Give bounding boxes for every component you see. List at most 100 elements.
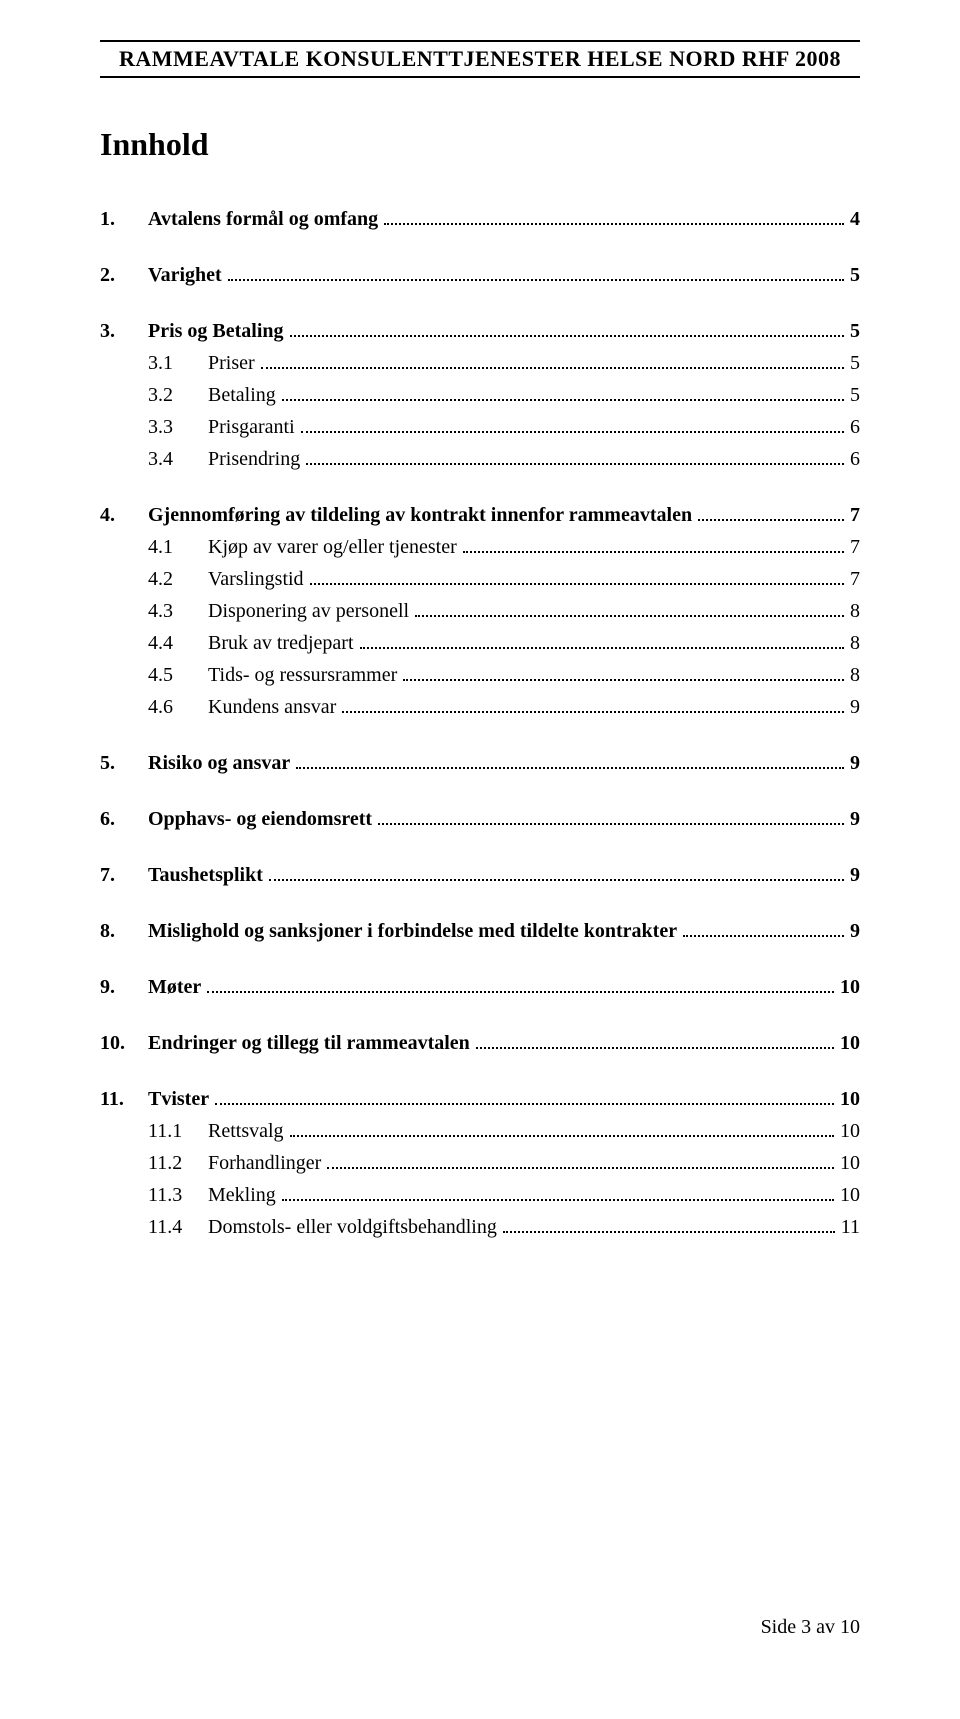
toc-entry-label: Tids- og ressursrammer: [208, 659, 397, 691]
toc-entry-number: 11.3: [148, 1179, 208, 1211]
toc-sub-row: 11.4Domstols- eller voldgiftsbehandling 1…: [100, 1211, 860, 1243]
toc-sub-row: 4.6Kundens ansvar 9: [100, 691, 860, 723]
toc-leader-dots: [301, 417, 844, 433]
toc-entry-label: Forhandlinger: [208, 1147, 321, 1179]
toc-entry-label: Kundens ansvar: [208, 691, 336, 723]
toc-entry-number: 1.: [100, 203, 148, 235]
toc-sub-row: 3.3Prisgaranti 6: [100, 411, 860, 443]
toc-entry-number: 10.: [100, 1027, 148, 1059]
toc-sub-row: 4.4Bruk av tredjepart 8: [100, 627, 860, 659]
toc-entry-page: 10: [840, 1027, 860, 1059]
toc-entry-label: Endringer og tillegg til rammeavtalen: [148, 1027, 470, 1059]
toc-leader-dots: [415, 601, 844, 617]
toc-leader-dots: [310, 569, 844, 585]
toc-section-row: 4.Gjennomføring av tildeling av kontrakt…: [100, 499, 860, 531]
toc-entry-label: Disponering av personell: [208, 595, 409, 627]
toc-section-row: 1.Avtalens formål og omfang 4: [100, 203, 860, 235]
toc-entry-page: 7: [850, 563, 860, 595]
toc-entry-number: 11.4: [148, 1211, 208, 1243]
toc-leader-dots: [282, 385, 844, 401]
toc-leader-dots: [215, 1089, 834, 1105]
toc-entry-number: 4.2: [148, 563, 208, 595]
toc-sub-row: 11.1Rettsvalg10: [100, 1115, 860, 1147]
toc-section-row: 8.Mislighold og sanksjoner i forbindelse…: [100, 915, 860, 947]
toc-entry-page: 9: [850, 915, 860, 947]
toc-entry-page: 5: [850, 379, 860, 411]
toc-entry-number: 5.: [100, 747, 148, 779]
toc-entry-page: 6: [850, 411, 860, 443]
page-footer: Side 3 av 10: [761, 1616, 860, 1639]
toc-entry-page: 5: [850, 347, 860, 379]
toc-leader-dots: [290, 1121, 834, 1137]
toc-entry-label: Opphavs- og eiendomsrett: [148, 803, 372, 835]
toc-entry-label: Avtalens formål og omfang: [148, 203, 378, 235]
toc-entry-number: 3.3: [148, 411, 208, 443]
toc-entry-number: 3.2: [148, 379, 208, 411]
toc-entry-number: 4.4: [148, 627, 208, 659]
toc-entry-label: Rettsvalg: [208, 1115, 284, 1147]
toc-section-row: 7.Taushetsplikt 9: [100, 859, 860, 891]
toc-leader-dots: [463, 537, 844, 553]
toc-entry-page: 7: [850, 499, 860, 531]
page-title: Innhold: [100, 126, 860, 163]
toc-entry-page: 8: [850, 627, 860, 659]
toc-entry-page: 9: [850, 691, 860, 723]
toc-entry-page: 9: [850, 803, 860, 835]
toc-entry-label: Prisgaranti: [208, 411, 295, 443]
toc-leader-dots: [306, 449, 844, 465]
toc-entry-number: 4.5: [148, 659, 208, 691]
toc-section-row: 10.Endringer og tillegg til rammeavtalen…: [100, 1027, 860, 1059]
toc-entry-page: 10: [840, 1147, 860, 1179]
toc-entry-page: 8: [850, 595, 860, 627]
toc-sub-row: 4.1Kjøp av varer og/eller tjenester7: [100, 531, 860, 563]
toc-leader-dots: [384, 209, 844, 225]
toc-entry-number: 3.1: [148, 347, 208, 379]
toc-entry-label: Priser: [208, 347, 255, 379]
toc-entry-number: 2.: [100, 259, 148, 291]
toc-section-row: 3.Pris og Betaling 5: [100, 315, 860, 347]
toc-entry-page: 4: [850, 203, 860, 235]
toc-sub-row: 11.2Forhandlinger 10: [100, 1147, 860, 1179]
toc-sub-row: 11.3Mekling10: [100, 1179, 860, 1211]
toc-entry-number: 4.: [100, 499, 148, 531]
toc-entry-page: 8: [850, 659, 860, 691]
toc-entry-label: Taushetsplikt: [148, 859, 263, 891]
toc-leader-dots: [378, 809, 844, 825]
toc-entry-page: 10: [840, 1179, 860, 1211]
toc-leader-dots: [403, 665, 844, 681]
toc-leader-dots: [269, 865, 844, 881]
toc-entry-page: 9: [850, 859, 860, 891]
toc-entry-page: 5: [850, 315, 860, 347]
toc-section-row: 9.Møter10: [100, 971, 860, 1003]
toc-leader-dots: [282, 1185, 834, 1201]
toc-entry-number: 4.3: [148, 595, 208, 627]
toc-entry-label: Risiko og ansvar: [148, 747, 290, 779]
toc-entry-label: Prisendring: [208, 443, 300, 475]
toc-entry-number: 11.: [100, 1083, 148, 1115]
toc-entry-label: Varslingstid: [208, 563, 304, 595]
toc-leader-dots: [290, 321, 844, 337]
toc-entry-number: 3.: [100, 315, 148, 347]
toc-entry-label: Kjøp av varer og/eller tjenester: [208, 531, 457, 563]
toc-entry-page: 10: [840, 1115, 860, 1147]
toc-leader-dots: [228, 265, 844, 281]
toc-entry-label: Bruk av tredjepart: [208, 627, 354, 659]
toc-entry-number: 7.: [100, 859, 148, 891]
toc-leader-dots: [296, 753, 844, 769]
toc-entry-label: Domstols- eller voldgiftsbehandling: [208, 1211, 497, 1243]
toc-entry-label: Møter: [148, 971, 201, 1003]
toc-entry-number: 4.6: [148, 691, 208, 723]
toc-sub-row: 3.1Priser 5: [100, 347, 860, 379]
page-header: RAMMEAVTALE KONSULENTTJENESTER HELSE NOR…: [100, 40, 860, 78]
table-of-contents: 1.Avtalens formål og omfang42.Varighet53…: [100, 203, 860, 1243]
toc-entry-page: 5: [850, 259, 860, 291]
toc-entry-label: Pris og Betaling: [148, 315, 284, 347]
toc-section-row: 6.Opphavs- og eiendomsrett9: [100, 803, 860, 835]
toc-leader-dots: [476, 1033, 834, 1049]
toc-entry-number: 4.1: [148, 531, 208, 563]
toc-sub-row: 4.3Disponering av personell 8: [100, 595, 860, 627]
toc-entry-page: 11: [841, 1211, 860, 1243]
toc-entry-number: 11.2: [148, 1147, 208, 1179]
toc-leader-dots: [342, 697, 844, 713]
toc-leader-dots: [698, 505, 844, 521]
